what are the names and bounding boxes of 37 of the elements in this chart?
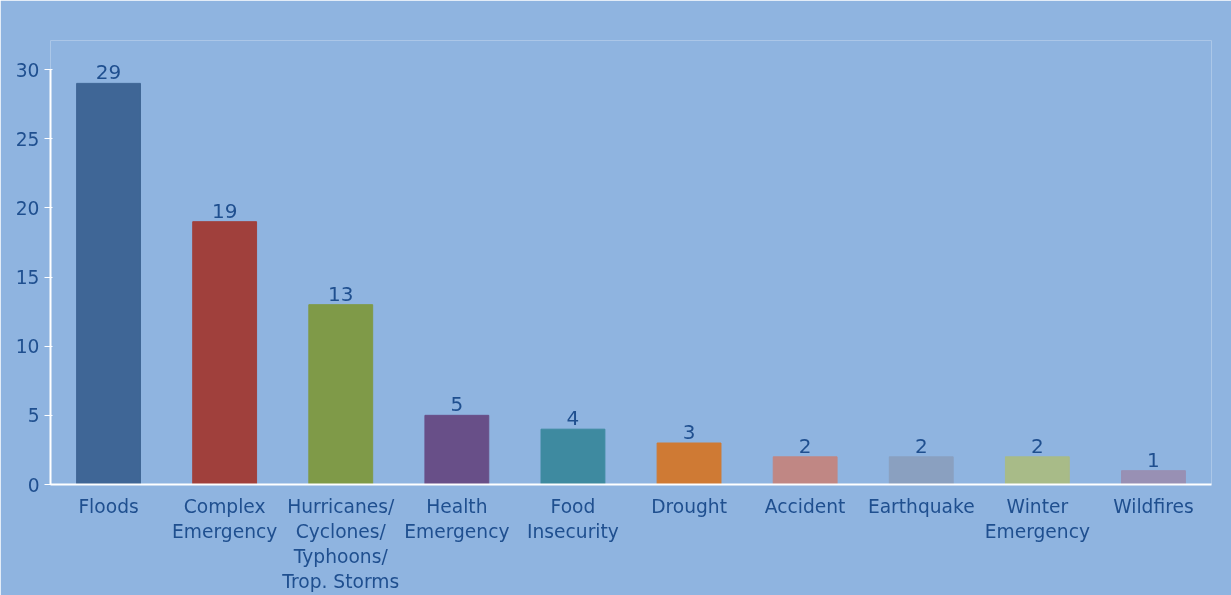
- bar: [1121, 470, 1186, 485]
- x-tick-label: Earthquake: [867, 495, 975, 517]
- bar: [308, 304, 374, 485]
- y-tick-label: 25: [15, 128, 40, 150]
- data-label: 4: [566, 406, 580, 431]
- x-tick-label: Food Insecurity: [527, 495, 619, 542]
- data-label: 2: [1030, 433, 1044, 458]
- x-tick-label: Drought: [651, 495, 727, 517]
- bar: [192, 221, 258, 485]
- bar: [540, 428, 606, 485]
- bar: [656, 442, 722, 485]
- y-tick-label: 15: [15, 267, 40, 289]
- bar: [1004, 456, 1070, 485]
- data-label: 3: [682, 420, 696, 444]
- y-tick-label: 10: [15, 336, 40, 358]
- y-tick-label: 5: [27, 405, 40, 427]
- data-label: 13: [328, 281, 354, 306]
- bar: [888, 456, 954, 485]
- bar: [772, 456, 838, 485]
- x-tick-label: Floods: [78, 495, 139, 517]
- y-tick-label: 20: [15, 197, 40, 219]
- y-tick-label: 0: [27, 474, 40, 496]
- bar: [424, 414, 490, 485]
- x-tick-label: Complex Emergency: [172, 495, 278, 542]
- y-tick-label: 30: [15, 59, 40, 81]
- x-tick-label: Wildfires: [1113, 495, 1194, 517]
- data-label: 2: [798, 433, 812, 458]
- x-tick-label: Hurricanes/ Cyclones/ Typhoons/ Trop. Storms: [281, 495, 400, 593]
- x-tick-label: Health Emergency: [404, 495, 510, 542]
- x-tick-label: Winter Emergency: [984, 495, 1090, 542]
- bar: [76, 82, 141, 485]
- data-label: 5: [450, 392, 464, 417]
- data-label: 19: [211, 198, 238, 223]
- x-tick-label: Accident: [764, 495, 846, 517]
- data-label: 2: [914, 433, 928, 458]
- data-label: 29: [95, 60, 122, 85]
- data-label: 1: [1147, 447, 1160, 472]
